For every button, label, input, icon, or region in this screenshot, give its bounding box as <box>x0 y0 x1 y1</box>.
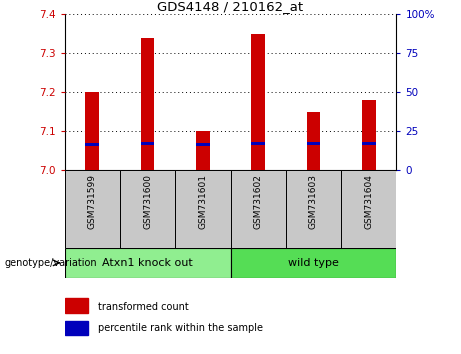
Text: GSM731604: GSM731604 <box>364 174 373 229</box>
Bar <box>65 170 120 248</box>
Bar <box>362 142 376 145</box>
Title: GDS4148 / 210162_at: GDS4148 / 210162_at <box>158 0 303 13</box>
Bar <box>120 170 175 248</box>
Bar <box>196 143 210 146</box>
Bar <box>141 142 154 145</box>
Text: GSM731599: GSM731599 <box>88 174 97 229</box>
Text: percentile rank within the sample: percentile rank within the sample <box>98 323 263 333</box>
Bar <box>251 34 265 170</box>
Text: Atxn1 knock out: Atxn1 knock out <box>102 258 193 268</box>
Bar <box>286 170 341 248</box>
Bar <box>141 38 154 170</box>
Bar <box>230 170 286 248</box>
Bar <box>307 142 320 145</box>
Bar <box>230 248 396 278</box>
Text: GSM731603: GSM731603 <box>309 174 318 229</box>
Text: GSM731600: GSM731600 <box>143 174 152 229</box>
Text: genotype/variation: genotype/variation <box>5 258 97 268</box>
Text: transformed count: transformed count <box>98 302 189 312</box>
Bar <box>196 131 210 170</box>
Bar <box>65 248 230 278</box>
Bar <box>251 142 265 145</box>
Bar <box>175 170 230 248</box>
Bar <box>307 112 320 170</box>
Bar <box>85 143 99 146</box>
Text: GSM731602: GSM731602 <box>254 174 263 229</box>
Bar <box>65 298 88 313</box>
Bar <box>85 92 99 170</box>
Text: wild type: wild type <box>288 258 339 268</box>
Bar <box>362 100 376 170</box>
Bar <box>341 170 396 248</box>
Bar <box>65 320 88 335</box>
Text: GSM731601: GSM731601 <box>198 174 207 229</box>
